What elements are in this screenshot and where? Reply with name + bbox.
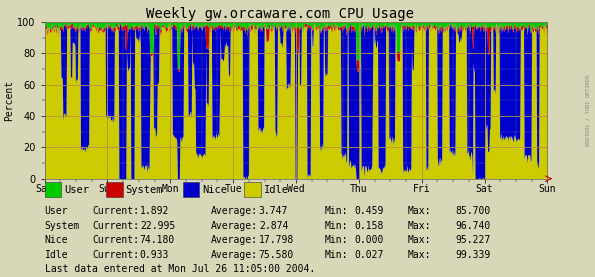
Text: Max:: Max: [408, 206, 431, 216]
Text: Weekly gw.orcaware.com CPU Usage: Weekly gw.orcaware.com CPU Usage [146, 7, 414, 21]
Text: System: System [45, 221, 80, 231]
Text: Average:: Average: [211, 221, 258, 231]
Text: 0.933: 0.933 [140, 250, 169, 260]
Text: Current:: Current: [92, 235, 139, 245]
Text: Idle: Idle [45, 250, 68, 260]
Text: 75.580: 75.580 [259, 250, 294, 260]
Text: 99.339: 99.339 [455, 250, 490, 260]
Text: User: User [45, 206, 68, 216]
Text: Current:: Current: [92, 206, 139, 216]
Text: System: System [126, 185, 163, 195]
Text: 74.180: 74.180 [140, 235, 175, 245]
Text: RRDTOOL / TOBI OETIKER: RRDTOOL / TOBI OETIKER [586, 75, 591, 146]
Text: Min:: Min: [324, 250, 347, 260]
Text: 2.874: 2.874 [259, 221, 288, 231]
Text: Average:: Average: [211, 250, 258, 260]
Text: 0.027: 0.027 [354, 250, 383, 260]
Text: Average:: Average: [211, 206, 258, 216]
Text: 17.798: 17.798 [259, 235, 294, 245]
Text: 0.000: 0.000 [354, 235, 383, 245]
Text: Idle: Idle [264, 185, 289, 195]
Text: Max:: Max: [408, 235, 431, 245]
Text: User: User [64, 185, 89, 195]
Text: Max:: Max: [408, 221, 431, 231]
Text: Nice: Nice [45, 235, 68, 245]
Text: 85.700: 85.700 [455, 206, 490, 216]
Text: 22.995: 22.995 [140, 221, 175, 231]
Text: Min:: Min: [324, 221, 347, 231]
Text: 1.892: 1.892 [140, 206, 169, 216]
Text: Current:: Current: [92, 221, 139, 231]
Text: 0.459: 0.459 [354, 206, 383, 216]
Text: Max:: Max: [408, 250, 431, 260]
Text: Min:: Min: [324, 206, 347, 216]
Text: Average:: Average: [211, 235, 258, 245]
Text: 0.158: 0.158 [354, 221, 383, 231]
Text: 96.740: 96.740 [455, 221, 490, 231]
Text: Last data entered at Mon Jul 26 11:05:00 2004.: Last data entered at Mon Jul 26 11:05:00… [45, 264, 315, 274]
Text: 95.227: 95.227 [455, 235, 490, 245]
Text: Current:: Current: [92, 250, 139, 260]
Text: Nice: Nice [202, 185, 227, 195]
Text: 3.747: 3.747 [259, 206, 288, 216]
Y-axis label: Percent: Percent [4, 80, 14, 121]
Text: Min:: Min: [324, 235, 347, 245]
